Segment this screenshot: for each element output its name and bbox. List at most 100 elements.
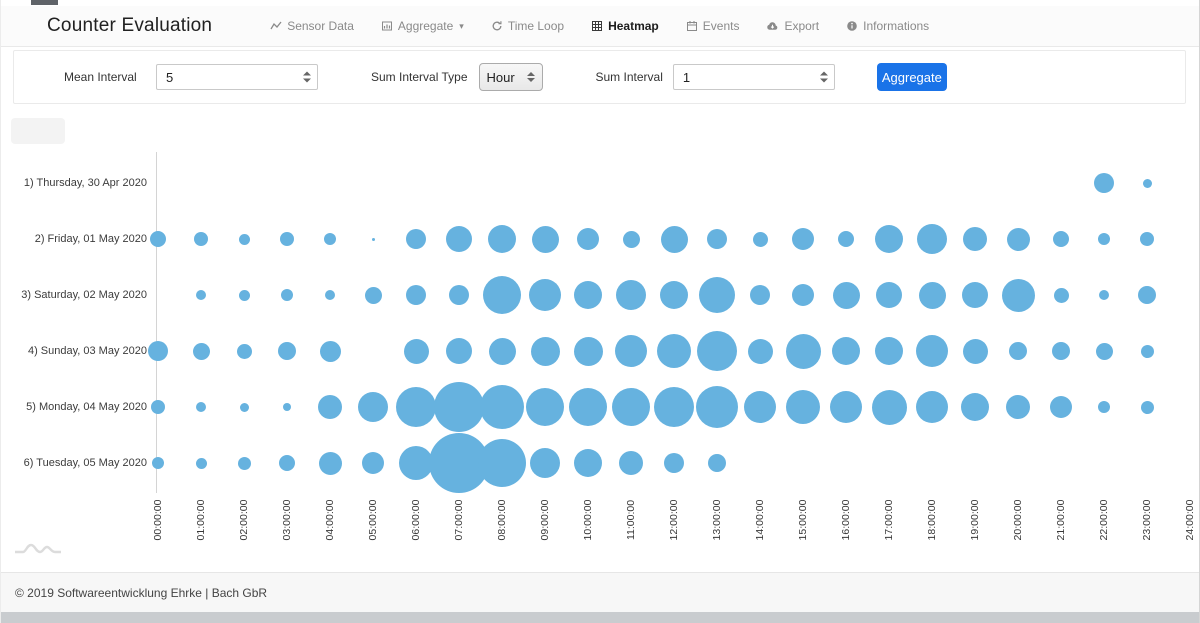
bubble	[832, 337, 860, 365]
bubble	[151, 400, 165, 414]
stepper-down-icon[interactable]	[303, 78, 311, 83]
bubble	[918, 281, 946, 309]
bubble	[318, 451, 342, 475]
x-tick-label: 06:00:00	[410, 499, 422, 541]
bubble	[530, 336, 560, 366]
bubble	[1099, 290, 1109, 300]
mean-interval-input[interactable]	[156, 64, 318, 90]
aggregate-chart-icon	[381, 20, 393, 32]
bubble	[747, 338, 773, 364]
stepper-up-icon[interactable]	[303, 71, 311, 76]
bubble	[396, 387, 436, 427]
stepper-up-icon[interactable]	[819, 71, 828, 76]
bubble	[406, 285, 426, 305]
bubble	[660, 225, 688, 253]
bubble	[569, 388, 607, 426]
bubble	[786, 390, 820, 424]
bubble	[318, 395, 342, 419]
bubble	[236, 343, 252, 359]
bubble	[1140, 400, 1154, 414]
sum-interval-stepper[interactable]	[819, 71, 828, 83]
bubble	[1050, 396, 1072, 418]
bubble	[752, 231, 768, 247]
bubble	[446, 338, 472, 364]
bubble	[483, 276, 521, 314]
bubble	[619, 451, 643, 475]
x-tick-label: 16:00:00	[840, 499, 852, 541]
bubble	[654, 387, 694, 427]
bubble	[526, 388, 564, 426]
browser-edge-artifact	[31, 0, 58, 5]
nav-item-sensor-data[interactable]: Sensor Data	[270, 19, 354, 33]
bubble-chart: 1) Thursday, 30 Apr 2020 2) Friday, 01 Ma…	[1, 105, 1199, 572]
bubble	[324, 233, 336, 245]
x-tick-label: 15:00:00	[797, 499, 809, 541]
aggregate-button[interactable]: Aggregate	[876, 63, 947, 91]
nav-item-label: Events	[702, 19, 740, 33]
bubble	[838, 231, 854, 247]
bubble	[148, 341, 168, 361]
chart-row-label: 2) Friday, 01 May 2020	[34, 233, 147, 245]
x-tick-label: 00:00:00	[152, 499, 164, 541]
nav-item-label: Export	[784, 19, 820, 33]
bubble	[962, 282, 988, 308]
bubble	[362, 452, 384, 474]
bubble	[616, 280, 646, 310]
bubble	[364, 286, 382, 304]
nav-item-label: Heatmap	[608, 19, 659, 33]
nav-item-label: Sensor Data	[287, 19, 354, 33]
bubble	[792, 228, 814, 250]
mean-interval-stepper[interactable]	[303, 71, 311, 83]
nav-item-informations[interactable]: Informations	[846, 19, 929, 33]
x-tick-label: 24:00:00	[1184, 499, 1196, 541]
nav-item-time-loop[interactable]: Time Loop	[491, 19, 564, 33]
bubble	[281, 289, 293, 301]
x-tick-label: 19:00:00	[969, 499, 981, 541]
bubble	[196, 402, 206, 412]
sum-interval-input[interactable]	[672, 64, 835, 90]
stepper-down-icon[interactable]	[819, 78, 828, 83]
events-calendar-icon	[686, 20, 698, 32]
bubble	[707, 229, 727, 249]
bubble	[916, 391, 948, 423]
bubble	[1052, 342, 1070, 360]
x-tick-label: 13:00:00	[711, 499, 723, 541]
bubble	[150, 231, 166, 247]
x-tick-label: 18:00:00	[926, 499, 938, 541]
x-tick-label: 03:00:00	[281, 499, 293, 541]
chart-row-label: 5) Monday, 04 May 2020	[26, 401, 147, 413]
bubble	[1142, 178, 1152, 188]
nav-item-events[interactable]: Events	[686, 19, 740, 33]
bubble	[399, 446, 433, 480]
sum-interval-type-select[interactable]: Hour	[478, 63, 543, 91]
bubble	[449, 285, 469, 305]
sum-interval-type-label: Sum Interval Type	[371, 70, 468, 84]
main-nav: Sensor Data Aggregate ▾ Time Loop Heatmap Eve…	[270, 19, 929, 33]
bubble	[744, 391, 776, 423]
bubble	[696, 386, 738, 428]
nav-item-heatmap[interactable]: Heatmap	[591, 19, 659, 33]
bubble	[406, 229, 426, 249]
bubble	[434, 382, 484, 432]
bubble	[1098, 401, 1110, 413]
bubble	[792, 284, 814, 306]
bubble	[917, 224, 947, 254]
bubble	[962, 338, 988, 364]
bubble	[238, 233, 250, 245]
watermark-smudge	[11, 118, 65, 144]
bubble	[664, 453, 684, 473]
nav-item-export[interactable]: Export	[766, 19, 819, 33]
x-tick-label: 02:00:00	[238, 499, 250, 541]
chart-row-label: 1) Thursday, 30 Apr 2020	[23, 177, 147, 189]
aggregate-form: Mean Interval Sum Interval Type Hour Sum…	[13, 50, 1186, 104]
bubble	[278, 342, 296, 360]
x-tick-label: 08:00:00	[496, 499, 508, 541]
chevron-down-icon: ▾	[459, 20, 464, 31]
y-axis-line	[156, 152, 157, 493]
nav-item-label: Informations	[863, 19, 930, 33]
nav-item-aggregate[interactable]: Aggregate ▾	[381, 19, 464, 33]
bubble	[750, 285, 770, 305]
bubble	[196, 290, 206, 300]
bubble	[612, 388, 650, 426]
